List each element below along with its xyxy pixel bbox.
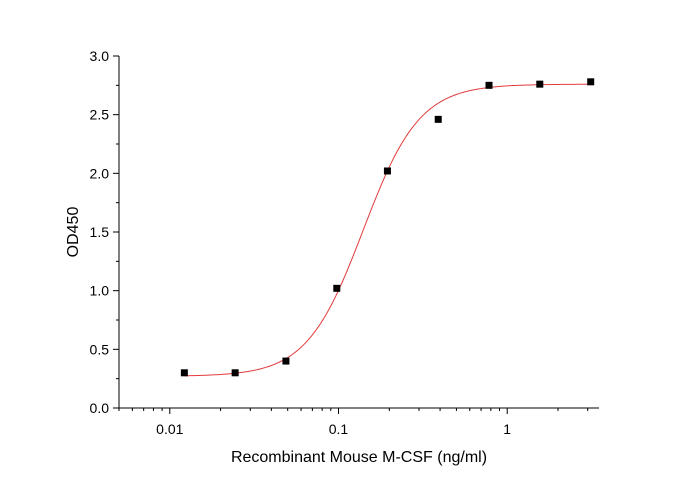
data-points [180,78,595,377]
y-tick-label: 3.0 [90,48,110,64]
y-tick-label: 2.0 [90,165,110,181]
y-tick-label: 0.0 [90,400,110,416]
data-point [383,167,391,175]
y-tick-label: 1.0 [90,283,110,299]
y-axis-title: OD450 [65,207,82,258]
data-point [434,115,442,123]
x-tick-label: 0.1 [329,421,349,437]
x-tick-label: 1 [503,421,511,437]
data-point [282,357,290,365]
y-ticks: 0.0 0.5 1.0 1.5 2.0 2.5 3.0 [90,48,119,416]
data-point [536,80,544,88]
data-point [231,369,239,377]
fit-curve [184,83,591,377]
data-point [180,369,188,377]
y-tick-label: 2.5 [90,107,110,123]
data-point [333,284,341,292]
data-point [485,81,493,89]
axes [118,56,599,409]
x-axis-title: Recombinant Mouse M-CSF (ng/ml) [231,449,487,466]
y-tick-label: 0.5 [90,341,110,357]
data-point [587,78,595,86]
x-ticks: 0.01 0.1 1 [118,408,589,437]
x-tick-label: 0.01 [156,421,183,437]
y-tick-label: 1.5 [90,224,110,240]
